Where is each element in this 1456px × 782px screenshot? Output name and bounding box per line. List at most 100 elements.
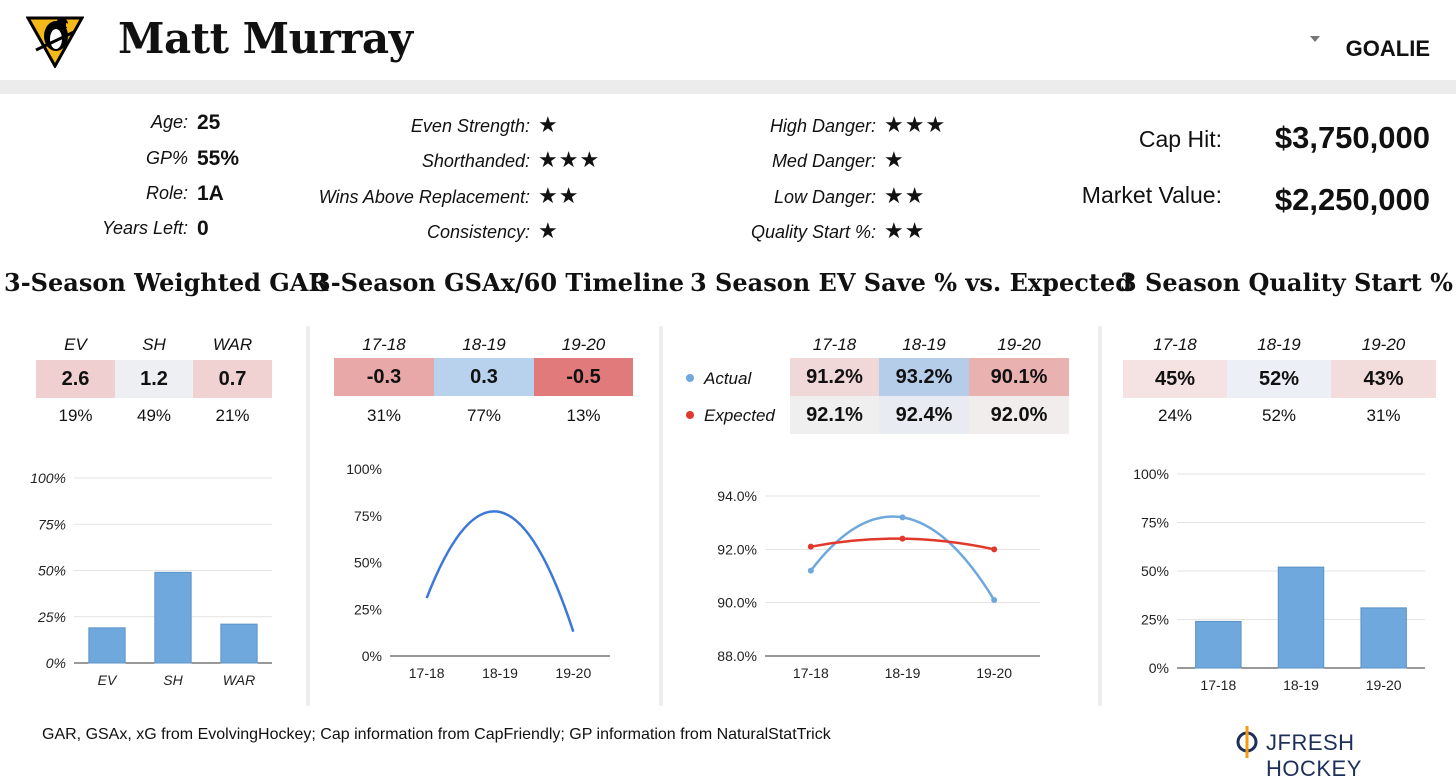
qs-percentile-1718: 24% [1157,406,1193,425]
jfresh-logo-icon [1236,726,1258,758]
gar-percentile-war: 21% [215,406,250,425]
gar-percentile-ev: 19% [58,406,93,425]
data-point [899,514,906,521]
bar [1360,607,1407,669]
x-tick-label: 19-20 [1366,677,1402,693]
y-tick-label: 0% [362,648,382,664]
y-tick-label: 0% [1149,660,1169,676]
sv-actual-1819: 93.2% [879,358,969,396]
qs-cell-1718: 45% [1123,360,1227,398]
y-tick-label: 88.0% [717,648,757,664]
bio-value-gp: 55% [197,147,240,170]
sv-header-1920: 19-20 [997,335,1041,354]
gsax-header-1920: 19-20 [561,335,606,354]
gsax-percentile-1718: 31% [366,406,402,425]
gsax-header-1819: 18-19 [462,335,506,354]
gar-panel-title: 3-Season Weighted GAR [4,268,329,297]
qs-percentile-1819: 52% [1261,406,1297,425]
rating-stars-even-strength: ★ [538,112,559,137]
gar-header-ev: EV [64,335,87,354]
rating-label-consistency: Consistency: [426,222,530,242]
y-tick-label: 50% [38,563,66,579]
x-tick-label: 17-18 [1200,677,1236,693]
actual-legend-dot-icon [686,374,694,382]
bio-label-years-left: Years Left: [101,218,188,238]
rating-label-quality-start: Quality Start %: [750,222,876,242]
gar-cell-ev: 2.6 [36,360,115,398]
y-tick-label: 50% [1141,563,1169,579]
gsax-cell-1819: 0.3 [434,358,534,396]
y-tick-label: 25% [1141,612,1169,628]
data-point [991,546,998,553]
gar-percentile-sh: 49% [136,406,172,425]
data-point [807,543,814,550]
qs-percentile-bar-chart: 0% 25% 50% 75% 100% 17-18 18-19 19-20 [1133,466,1425,693]
x-tick-label: 18-19 [482,665,518,681]
bio-label-role: Role: [145,183,188,203]
y-tick-label: 94.0% [717,488,757,504]
y-tick-label: 50% [354,555,382,571]
qs-header-1819: 18-19 [1257,335,1301,354]
x-tick-label: 19-20 [555,665,591,681]
x-tick-label: SH [163,672,183,688]
bar [88,627,126,664]
sv-vs-expected-line-chart: 88.0% 90.0% 92.0% 94.0% 17-18 18-19 19-20 [717,488,1040,681]
rating-stars-war: ★★ [538,183,580,208]
bio-label-age: Age: [150,112,188,132]
gar-cell-sh: 1.2 [115,360,193,398]
bar [220,623,258,664]
rating-stars-low-danger: ★★ [884,183,926,208]
bar [154,571,192,664]
gsax-header-1718: 17-18 [362,335,406,354]
bar [1195,620,1242,669]
rating-stars-high-danger: ★★★ [884,112,947,137]
x-tick-label: 17-18 [409,665,445,681]
chevron-down-icon[interactable] [1310,36,1320,42]
qs-panel-title: 3 Season Quality Start % [1120,268,1453,297]
market-value-value: $2,250,000 [1274,182,1430,217]
rating-label-war: Wins Above Replacement: [318,187,530,207]
qs-header-1718: 17-18 [1153,335,1197,354]
sv-actual-1920: 90.1% [969,358,1069,396]
y-tick-label: 100% [1133,466,1169,482]
gar-header-war: WAR [212,335,253,354]
bio-label-gp: GP% [145,148,188,168]
sv-header-1819: 18-19 [902,335,946,354]
sv-expected-1718: 92.1% [790,396,879,434]
rating-stars-consistency: ★ [538,218,559,243]
rating-stars-quality-start: ★★ [884,218,926,243]
y-tick-label: 75% [354,508,382,524]
cap-hit-value: $3,750,000 [1274,120,1430,155]
rating-label-low-danger: Low Danger: [773,187,876,207]
x-tick-label: 18-19 [885,665,921,681]
brand-name: JFRESH HOCKEY [1266,730,1362,781]
bar [1277,566,1325,669]
market-value-label: Market Value: [1081,182,1222,208]
rating-stars-shorthanded: ★★★ [538,147,601,172]
gsax-percentile-1819: 77% [466,406,502,425]
gar-header-sh: SH [142,335,166,354]
y-tick-label: 92.0% [717,541,757,557]
panel-divider [1098,326,1102,706]
qs-cell-1819: 52% [1227,360,1331,398]
data-point [899,535,906,542]
expected-legend-dot-icon [686,411,694,419]
gsax-cell-1920: -0.5 [534,358,633,396]
gsax-timeline-line-chart: 0% 25% 50% 75% 100% 17-18 18-19 19-20 [346,461,610,681]
x-tick-label: 19-20 [976,665,1012,681]
gsax-percentile-1920: 13% [566,406,601,425]
y-tick-label: 25% [354,601,382,617]
x-tick-label: 18-19 [1283,677,1319,693]
x-tick-label: 17-18 [793,665,829,681]
qs-header-1920: 19-20 [1361,335,1406,354]
y-tick-label: 100% [30,470,66,486]
penguins-logo-icon [26,16,84,68]
y-tick-label: 75% [38,516,66,532]
bio-value-age: 25 [197,111,221,134]
position-selector[interactable]: GOALIE [1345,36,1430,61]
qs-cell-1920: 43% [1331,360,1436,398]
series-line [425,510,575,633]
series-line [809,515,996,601]
header [0,0,1456,80]
bio-value-role: 1A [197,182,224,205]
